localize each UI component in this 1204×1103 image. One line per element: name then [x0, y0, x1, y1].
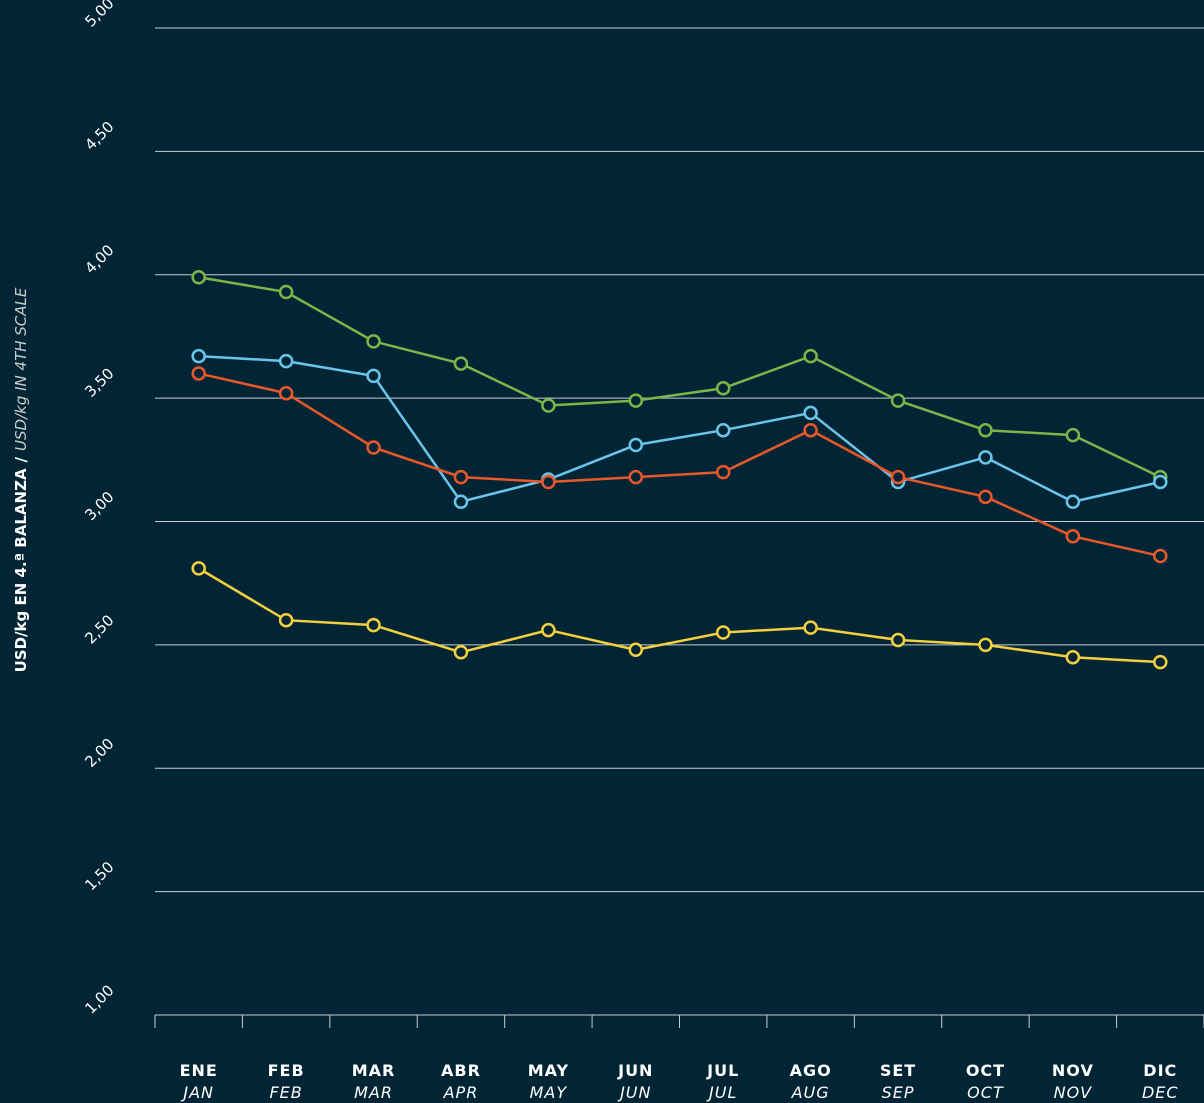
point [803, 405, 818, 421]
point [453, 469, 469, 485]
point [366, 617, 381, 633]
point [1153, 474, 1168, 490]
x-tick-label: OCT [966, 1061, 1005, 1080]
x-tick-label: FEB [268, 1061, 305, 1080]
point [541, 622, 556, 638]
x-tick-label-en: AUG [791, 1083, 830, 1102]
x-tick-label: MAY [528, 1061, 569, 1080]
x-tick-label-en: MAY [530, 1083, 568, 1102]
point [628, 393, 644, 408]
x-tick-label-en: APR [443, 1083, 479, 1102]
point [191, 269, 206, 285]
point [366, 334, 381, 349]
y-label-es: USD/kg EN 4.ª BALANZA [12, 468, 30, 672]
series-line [198, 354, 1161, 504]
point [278, 385, 294, 401]
point [715, 625, 731, 640]
series-line [198, 275, 1161, 479]
point [890, 632, 906, 648]
x-tick-label-en: FEB [269, 1083, 302, 1102]
point [1153, 548, 1168, 564]
point [278, 353, 294, 369]
point [191, 348, 206, 364]
x-tick-label: AGO [790, 1061, 832, 1080]
point [628, 437, 644, 453]
x-tick-label-en: JUN [617, 1083, 651, 1102]
point [628, 642, 644, 658]
point [366, 440, 381, 455]
y-label-sep: / [12, 456, 30, 462]
point [715, 464, 731, 480]
point [628, 469, 644, 485]
point [453, 645, 469, 660]
point [541, 398, 556, 413]
x-tick-label-en: OCT [967, 1083, 1004, 1102]
point [978, 637, 993, 653]
x-tick-label: SET [880, 1061, 916, 1080]
point [978, 422, 993, 438]
point [890, 469, 906, 485]
point [1153, 654, 1168, 670]
x-tick-label-en: MAR [354, 1083, 393, 1102]
point [191, 366, 206, 381]
point [191, 561, 206, 576]
point [541, 474, 556, 490]
point [1065, 649, 1081, 665]
y-axis-title: USD/kg EN 4.ª BALANZA / USD/kg IN 4TH SCAL… [12, 287, 30, 672]
series-line [198, 372, 1161, 558]
point [715, 381, 731, 396]
x-tick-label: DIC [1143, 1061, 1177, 1080]
x-tick-label: JUN [617, 1061, 653, 1080]
x-tick-label: MAR [352, 1061, 396, 1080]
point [978, 489, 993, 505]
x-tick-label: JUL [706, 1061, 739, 1080]
point [715, 422, 731, 438]
point [978, 450, 993, 465]
point [890, 393, 906, 408]
point [453, 356, 469, 371]
x-tick-label: ABR [441, 1061, 481, 1080]
point [278, 612, 294, 628]
x-tick-label-en: NOV [1054, 1083, 1093, 1102]
x-tick-label-en: JAN [180, 1083, 214, 1102]
x-tick-label: NOV [1052, 1061, 1094, 1080]
point [1065, 529, 1081, 544]
x-tick-label-en: JUL [706, 1083, 737, 1102]
y-label-en: USD/kg IN 4TH SCALE [12, 287, 30, 451]
point [1065, 427, 1081, 443]
point [453, 494, 469, 510]
point [803, 348, 818, 364]
series-line [198, 567, 1161, 664]
point [278, 284, 294, 300]
point [803, 620, 818, 635]
point [1065, 494, 1081, 510]
x-tick-label: ENE [180, 1061, 218, 1080]
x-tick-label-en: SEP [882, 1083, 915, 1102]
x-tick-label-en: DEC [1142, 1083, 1179, 1102]
point [803, 422, 818, 438]
point [366, 368, 381, 384]
